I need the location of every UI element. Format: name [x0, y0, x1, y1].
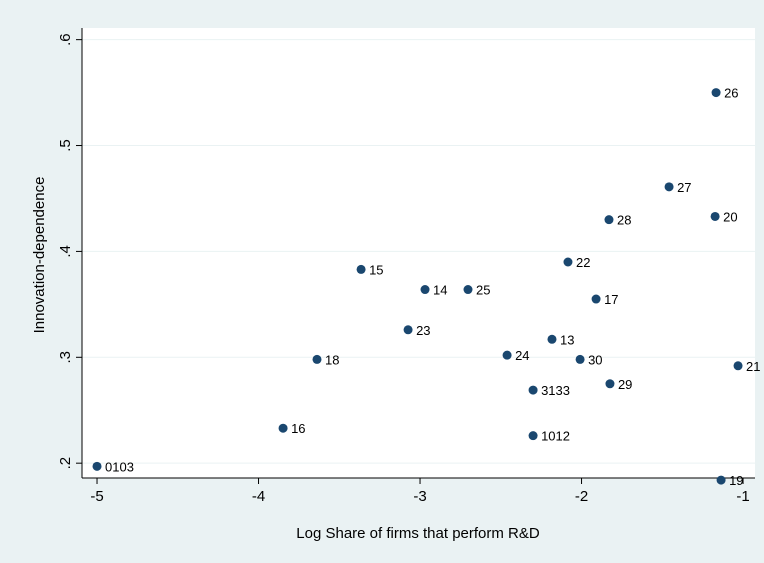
y-tick-label: .4	[57, 245, 74, 258]
point-label: 1012	[541, 429, 570, 444]
point-label: 29	[618, 377, 632, 392]
y-tick-label: .5	[57, 139, 74, 152]
point-label: 21	[746, 359, 760, 374]
point-label: 22	[576, 255, 590, 270]
point	[528, 431, 538, 441]
y-tick-label: .6	[57, 33, 74, 46]
point-label: 0103	[105, 459, 134, 474]
x-tick-label: -1	[736, 488, 749, 505]
point	[312, 354, 322, 364]
y-tick-label: .3	[57, 351, 74, 364]
point-label: 23	[416, 323, 430, 338]
point-label: 14	[433, 283, 447, 298]
point	[605, 379, 615, 389]
y-axis-label: Innovation-dependence	[31, 177, 48, 334]
point-label: 25	[476, 283, 490, 298]
point	[420, 285, 430, 295]
point	[733, 361, 743, 371]
point-label: 30	[588, 352, 602, 367]
point-label: 26	[724, 86, 738, 101]
point	[716, 475, 726, 485]
point	[591, 294, 601, 304]
point-label: 18	[325, 352, 339, 367]
point	[92, 461, 102, 471]
x-axis-label: Log Share of firms that perform R&D	[296, 525, 540, 542]
point	[604, 215, 614, 225]
point	[575, 354, 585, 364]
plot-area	[82, 28, 755, 478]
y-tick-label: .2	[57, 457, 74, 470]
point-label: 17	[604, 292, 618, 307]
x-tick-label: -4	[252, 488, 265, 505]
x-tick-label: -2	[575, 488, 588, 505]
point-label: 15	[369, 262, 383, 277]
point	[356, 264, 366, 274]
point	[664, 182, 674, 192]
point	[528, 385, 538, 395]
point-label: 19	[729, 473, 743, 488]
point-label: 20	[723, 209, 737, 224]
x-tick-label: -5	[90, 488, 103, 505]
point-label: 24	[515, 348, 529, 363]
x-tick-label: -3	[413, 488, 426, 505]
point	[563, 257, 573, 267]
point	[547, 334, 557, 344]
point	[403, 325, 413, 335]
point	[502, 350, 512, 360]
point-label: 28	[617, 213, 631, 228]
point-label: 13	[560, 332, 574, 347]
point-label: 27	[677, 180, 691, 195]
point-label: 16	[291, 421, 305, 436]
point	[463, 285, 473, 295]
point	[711, 88, 721, 98]
point	[710, 211, 720, 221]
point	[278, 423, 288, 433]
point-label: 3133	[541, 383, 570, 398]
